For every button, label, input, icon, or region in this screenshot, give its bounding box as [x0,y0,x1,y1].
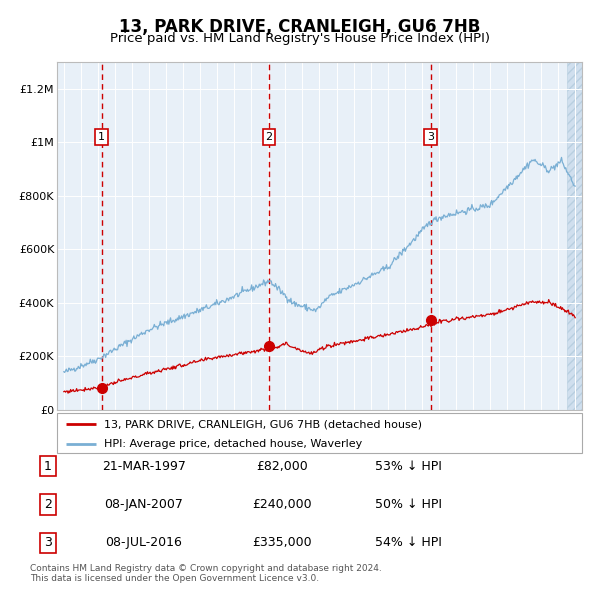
Text: 2: 2 [44,498,52,511]
Text: 3: 3 [44,536,52,549]
Text: 13, PARK DRIVE, CRANLEIGH, GU6 7HB (detached house): 13, PARK DRIVE, CRANLEIGH, GU6 7HB (deta… [104,419,422,430]
Text: 1: 1 [44,460,52,473]
Text: Contains HM Land Registry data © Crown copyright and database right 2024.
This d: Contains HM Land Registry data © Crown c… [30,563,382,583]
Text: 13, PARK DRIVE, CRANLEIGH, GU6 7HB: 13, PARK DRIVE, CRANLEIGH, GU6 7HB [119,18,481,36]
Text: 1: 1 [98,132,105,142]
Text: Price paid vs. HM Land Registry's House Price Index (HPI): Price paid vs. HM Land Registry's House … [110,32,490,45]
Text: 21-MAR-1997: 21-MAR-1997 [102,460,186,473]
Text: £240,000: £240,000 [252,498,312,511]
Text: 08-JUL-2016: 08-JUL-2016 [106,536,182,549]
Text: £335,000: £335,000 [252,536,312,549]
Text: 2: 2 [265,132,272,142]
Text: HPI: Average price, detached house, Waverley: HPI: Average price, detached house, Wave… [104,440,362,450]
Text: 3: 3 [427,132,434,142]
Text: 50% ↓ HPI: 50% ↓ HPI [374,498,442,511]
Text: 08-JAN-2007: 08-JAN-2007 [104,498,184,511]
Bar [566,62,582,410]
Text: 54% ↓ HPI: 54% ↓ HPI [374,536,442,549]
Text: 53% ↓ HPI: 53% ↓ HPI [374,460,442,473]
Text: £82,000: £82,000 [256,460,308,473]
